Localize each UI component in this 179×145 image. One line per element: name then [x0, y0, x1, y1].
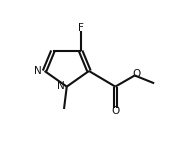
- Text: O: O: [111, 106, 119, 116]
- Text: F: F: [78, 23, 84, 33]
- Text: N: N: [57, 80, 65, 90]
- Text: O: O: [133, 69, 141, 79]
- Text: N: N: [34, 66, 42, 76]
